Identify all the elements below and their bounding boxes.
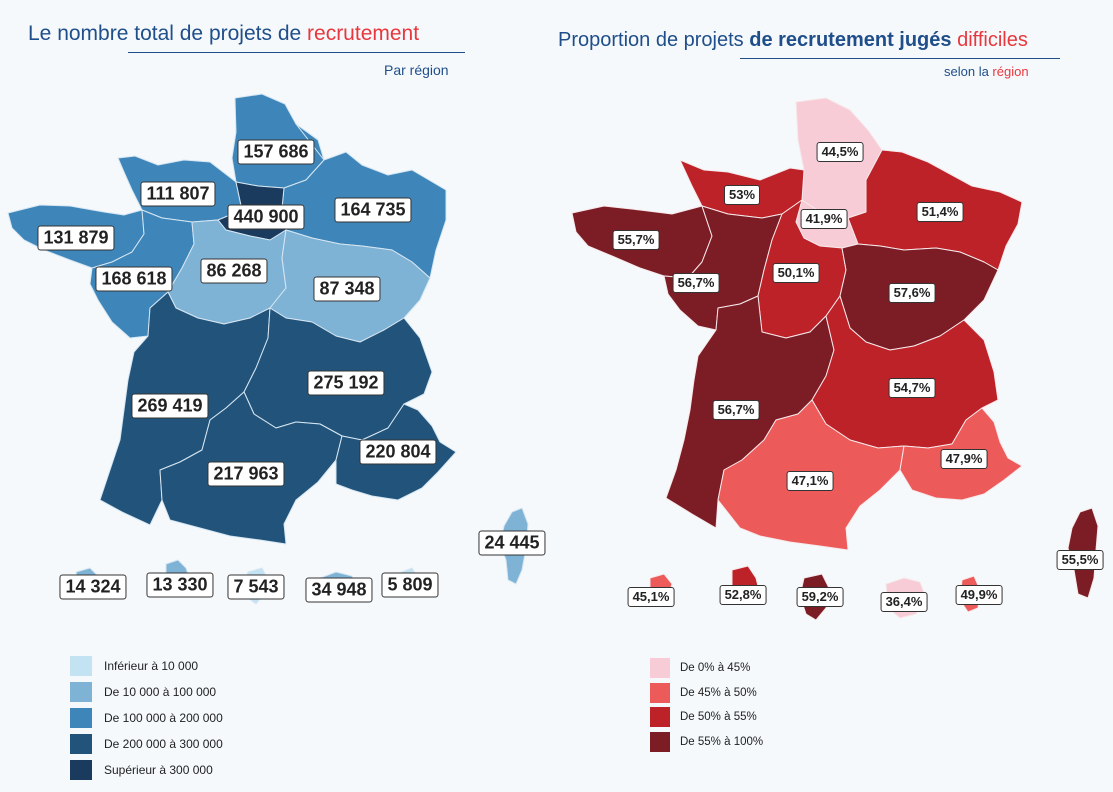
legend-swatch bbox=[650, 707, 670, 728]
value-label-paca: 47,9% bbox=[940, 449, 988, 469]
legend-item: Inférieur à 10 000 bbox=[70, 653, 223, 679]
value-label-normandie: 53% bbox=[723, 185, 761, 205]
value-label-mayotte: 5 809 bbox=[381, 572, 439, 598]
value-label-la-reunion: 34 948 bbox=[305, 577, 373, 603]
value-label-hauts-de-france: 44,5% bbox=[816, 142, 864, 162]
legend-swatch bbox=[70, 760, 92, 780]
value-label-grand-est: 51,4% bbox=[916, 202, 964, 222]
value-label-occitanie: 217 963 bbox=[207, 461, 285, 487]
value-label-paca: 220 804 bbox=[359, 439, 437, 465]
value-label-guyane: 59,2% bbox=[796, 587, 844, 607]
value-label-corse: 55,5% bbox=[1056, 550, 1104, 570]
right-legend: De 0% à 45% De 45% à 50% De 50% à 55% De… bbox=[650, 656, 763, 754]
legend-label: De 50% à 55% bbox=[680, 711, 757, 724]
legend-label: De 0% à 45% bbox=[680, 662, 751, 675]
value-label-occitanie: 47,1% bbox=[786, 471, 834, 491]
right-subtitle-highlight: région bbox=[992, 64, 1029, 79]
value-label-hauts-de-france: 157 686 bbox=[237, 139, 315, 165]
legend-label: Supérieur à 300 000 bbox=[104, 763, 213, 777]
right-title-bold: de recrutement jugés bbox=[749, 29, 958, 51]
legend-item: De 0% à 45% bbox=[650, 656, 763, 681]
left-title-text: Le nombre total de projets de bbox=[28, 22, 308, 45]
legend-item: De 45% à 50% bbox=[650, 681, 763, 706]
value-label-centre-val-de-loire: 50,1% bbox=[772, 263, 820, 283]
legend-swatch bbox=[70, 708, 92, 728]
value-label-ile-de-france: 41,9% bbox=[800, 209, 848, 229]
value-label-ile-de-france: 440 900 bbox=[227, 204, 305, 230]
value-label-guadeloupe: 14 324 bbox=[59, 574, 127, 600]
legend-item: De 50% à 55% bbox=[650, 705, 763, 730]
right-title-text: Proportion de projets bbox=[558, 29, 750, 51]
value-label-la-reunion: 36,4% bbox=[880, 592, 928, 612]
value-label-martinique: 13 330 bbox=[146, 572, 214, 598]
legend-swatch bbox=[70, 682, 92, 702]
legend-swatch bbox=[70, 656, 92, 676]
legend-label: De 45% à 50% bbox=[680, 686, 757, 699]
legend-label: Inférieur à 10 000 bbox=[104, 659, 199, 673]
legend-swatch bbox=[650, 658, 670, 679]
value-label-bretagne: 55,7% bbox=[612, 230, 660, 250]
legend-label: De 55% à 100% bbox=[680, 735, 764, 748]
value-label-normandie: 111 807 bbox=[140, 181, 216, 207]
legend-item: De 10 000 à 100 000 bbox=[70, 679, 223, 705]
value-label-mayotte: 49,9% bbox=[955, 585, 1003, 605]
value-label-bourgogne-franche-comte: 57,6% bbox=[888, 283, 936, 303]
legend-swatch bbox=[70, 734, 92, 754]
value-label-grand-est: 164 735 bbox=[334, 197, 412, 223]
left-title-highlight: recrutement bbox=[307, 22, 420, 45]
left-map-subtitle: Par région bbox=[384, 62, 449, 78]
legend-swatch bbox=[650, 731, 670, 752]
right-map-subtitle: selon la région bbox=[944, 64, 1029, 79]
value-label-bretagne: 131 879 bbox=[37, 225, 115, 251]
legend-swatch bbox=[650, 682, 670, 703]
value-label-auvergne-rhone-alpes: 275 192 bbox=[307, 370, 385, 396]
value-label-guyane: 7 543 bbox=[227, 574, 285, 600]
value-label-pays-de-la-loire: 168 618 bbox=[95, 266, 173, 292]
value-label-nouvelle-aquitaine: 269 419 bbox=[131, 393, 209, 419]
legend-item: Supérieur à 300 000 bbox=[70, 757, 223, 783]
value-label-bourgogne-franche-comte: 87 348 bbox=[313, 276, 381, 302]
legend-item: De 200 000 à 300 000 bbox=[70, 731, 223, 757]
legend-label: De 100 000 à 200 000 bbox=[104, 711, 223, 725]
legend-item: De 55% à 100% bbox=[650, 730, 763, 755]
value-label-nouvelle-aquitaine: 56,7% bbox=[712, 400, 760, 420]
left-map bbox=[7, 93, 529, 605]
value-label-corse: 24 445 bbox=[478, 530, 546, 556]
value-label-auvergne-rhone-alpes: 54,7% bbox=[888, 378, 936, 398]
right-title-underline bbox=[740, 58, 1060, 59]
value-label-centre-val-de-loire: 86 268 bbox=[200, 258, 268, 284]
right-map bbox=[571, 97, 1099, 621]
value-label-guadeloupe: 45,1% bbox=[627, 587, 675, 607]
left-legend: Inférieur à 10 000 De 10 000 à 100 000 D… bbox=[70, 653, 223, 783]
left-title-underline bbox=[128, 52, 465, 53]
legend-label: De 10 000 à 100 000 bbox=[104, 685, 217, 699]
legend-label: De 200 000 à 300 000 bbox=[104, 737, 223, 751]
legend-item: De 100 000 à 200 000 bbox=[70, 705, 223, 731]
value-label-pays-de-la-loire: 56,7% bbox=[672, 273, 720, 293]
value-label-martinique: 52,8% bbox=[719, 585, 767, 605]
right-subtitle-text: selon la bbox=[944, 64, 993, 79]
left-map-title: Le nombre total de projets de recrutemen… bbox=[28, 22, 419, 46]
right-title-highlight: difficiles bbox=[957, 29, 1028, 51]
right-map-title: Proportion de projets de recrutement jug… bbox=[558, 29, 1028, 52]
